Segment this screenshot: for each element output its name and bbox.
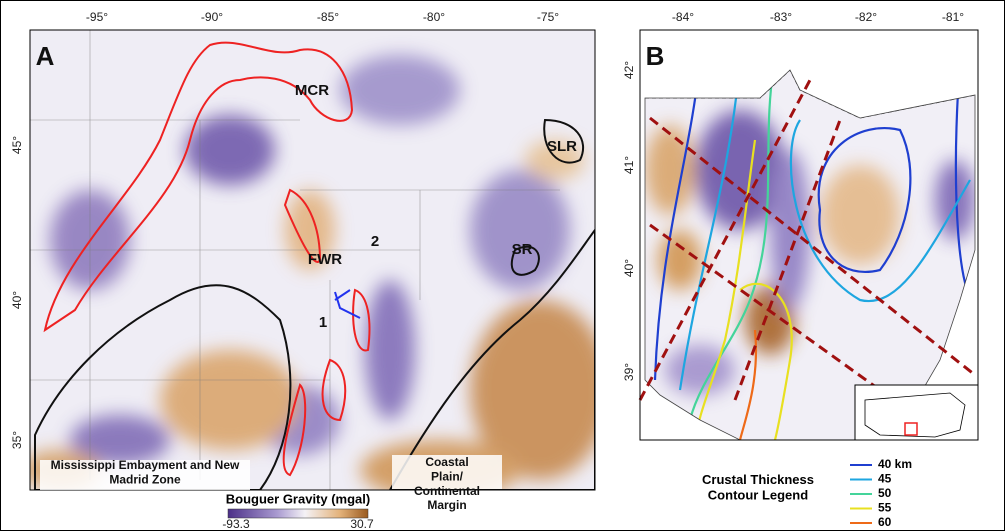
legend-label: 40 km	[878, 457, 912, 471]
inset-map	[855, 385, 978, 440]
legend-label: 55	[878, 501, 892, 515]
feature-label: 1	[319, 314, 327, 331]
figure: A -95° -90° -85° -80° -75° 45° 40° 35° M…	[0, 0, 1005, 531]
legend-label: 60	[878, 515, 892, 529]
lon-label: -82°	[855, 10, 877, 24]
lon-label: -90°	[201, 10, 223, 24]
lat-label: 40°	[10, 291, 24, 309]
lon-label: -84°	[672, 10, 694, 24]
legend-label: 50	[878, 486, 892, 500]
lon-label: -83°	[770, 10, 792, 24]
legend-label: 45	[878, 472, 892, 486]
lat-label: 35°	[10, 431, 24, 449]
lat-label: 40°	[622, 259, 636, 277]
lon-label: -95°	[86, 10, 108, 24]
panel-label: B	[646, 41, 665, 71]
colorbar-max: 30.7	[350, 517, 374, 531]
lon-label: -81°	[942, 10, 964, 24]
panel-label: A	[36, 41, 55, 71]
feature-label: 2	[371, 233, 379, 250]
feature-label: SR	[512, 241, 533, 258]
lat-label: 42°	[622, 61, 636, 79]
lat-label: 41°	[622, 156, 636, 174]
feature-label: FWR	[308, 251, 342, 268]
feature-label: SLR	[547, 138, 577, 155]
lat-label: 45°	[10, 136, 24, 154]
lon-label: -80°	[423, 10, 445, 24]
colorbar-min: -93.3	[222, 517, 250, 531]
feature-label: MCR	[295, 82, 329, 99]
lat-label: 39°	[622, 363, 636, 381]
lon-label: -75°	[537, 10, 559, 24]
colorbar-title: Bouguer Gravity (mgal)	[226, 491, 370, 506]
lon-label: -85°	[317, 10, 339, 24]
